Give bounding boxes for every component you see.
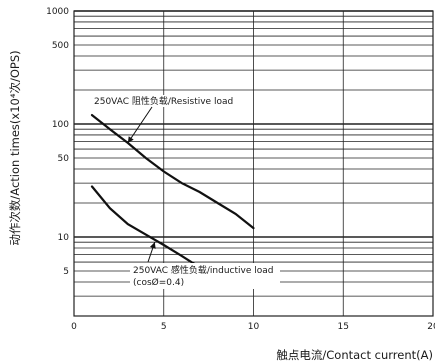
plot-frame [73, 10, 434, 317]
x-tick-label: 10 [248, 322, 260, 332]
series-line-2 [90, 185, 210, 275]
x-tick-label: 5 [161, 322, 167, 332]
x-axis-label: 触点电流/Contact current(A) [276, 348, 433, 362]
y-axis-label: 动作次数/Action times(x10⁴次/OPS) [8, 50, 22, 245]
annotation-inductive-load: (cosØ=0.4) [133, 277, 184, 288]
annotation-background [130, 263, 280, 289]
series-line-1 [90, 114, 255, 230]
y-tick-label: 50 [58, 154, 70, 164]
chart-axes [73, 10, 434, 317]
x-tick-label: 20 [427, 322, 435, 332]
y-tick-label: 100 [52, 120, 69, 130]
annotation-arrowhead [149, 242, 156, 249]
annotation-leader-line [127, 106, 153, 144]
annotation-resistive-load: 250VAC 阻性负载/Resistive load [94, 95, 233, 107]
chart-curves [90, 114, 255, 275]
annotation-arrowhead [127, 136, 134, 143]
chart-annotations: 250VAC 阻性负载/Resistive load 250VAC 感性负载/in… [92, 95, 280, 289]
y-tick-label: 10 [58, 233, 70, 243]
x-tick-label: 0 [71, 322, 77, 332]
annotation-background [92, 95, 252, 107]
annotation-inductive-load: 250VAC 感性负载/inductive load [133, 264, 274, 276]
chart-tick-labels: 0 5 10 15 20 1000 500 100 50 10 5 [46, 7, 435, 332]
x-tick-label: 15 [338, 322, 349, 332]
chart-grid [74, 10, 433, 316]
y-tick-label: 5 [63, 267, 69, 277]
y-tick-label: 1000 [46, 7, 69, 17]
y-tick-label: 500 [52, 41, 69, 51]
